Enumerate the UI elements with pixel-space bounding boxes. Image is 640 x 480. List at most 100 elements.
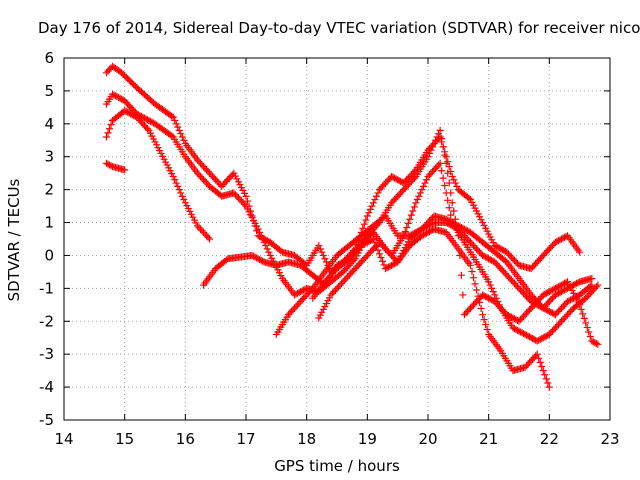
data-point-marker	[362, 216, 370, 224]
plot-frame	[63, 57, 611, 421]
data-point-marker	[589, 286, 597, 294]
data-point-marker	[383, 177, 391, 185]
data-point-marker	[521, 291, 529, 299]
data-point-marker	[412, 228, 420, 236]
data-point-marker	[529, 355, 537, 363]
data-point-marker	[259, 257, 267, 265]
data-point-marker	[586, 282, 594, 290]
data-point-marker	[533, 350, 541, 358]
data-point-marker	[121, 97, 129, 105]
data-point-marker	[445, 179, 453, 187]
data-point-marker	[503, 248, 511, 256]
data-point-marker	[567, 296, 575, 304]
data-point-marker	[442, 159, 450, 167]
data-point-marker	[407, 177, 415, 185]
data-point-marker	[359, 241, 367, 249]
data-point-marker	[410, 229, 418, 237]
data-point-marker	[110, 91, 118, 99]
data-point-marker	[556, 288, 564, 296]
data-point-marker	[239, 199, 247, 207]
data-point-marker	[570, 294, 578, 302]
data-point-marker	[447, 168, 455, 176]
data-point-marker	[448, 199, 456, 207]
data-point-marker	[203, 232, 211, 240]
series-track-f	[272, 212, 596, 338]
data-point-marker	[412, 199, 420, 207]
data-point-marker	[331, 286, 339, 294]
data-point-marker	[491, 242, 499, 250]
data-point-marker	[418, 232, 426, 240]
data-point-marker	[328, 270, 336, 278]
data-point-marker	[200, 228, 208, 236]
data-point-marker	[203, 166, 211, 174]
x-tick-label: 15	[115, 430, 134, 448]
data-point-marker	[265, 248, 273, 256]
data-point-marker	[539, 251, 547, 259]
data-point-marker	[213, 177, 221, 185]
data-point-marker	[307, 286, 315, 294]
data-point-marker	[483, 293, 491, 301]
data-point-marker	[354, 245, 362, 253]
data-point-marker	[424, 219, 432, 227]
data-point-marker	[542, 248, 550, 256]
data-point-marker	[547, 296, 555, 304]
data-point-marker	[174, 182, 182, 190]
data-point-marker	[382, 179, 390, 187]
data-point-marker	[140, 114, 148, 122]
data-point-marker	[591, 284, 599, 292]
data-point-marker	[557, 288, 565, 296]
data-point-marker	[224, 176, 232, 184]
data-point-marker	[433, 133, 441, 141]
data-point-marker	[548, 242, 556, 250]
data-point-marker	[594, 340, 602, 348]
data-point-marker	[562, 233, 570, 241]
data-point-marker	[197, 159, 204, 167]
data-point-marker	[300, 294, 308, 302]
data-point-marker	[201, 230, 209, 238]
data-point-marker	[394, 176, 402, 184]
data-point-marker	[382, 265, 390, 273]
data-point-marker	[388, 199, 396, 207]
data-point-marker	[526, 306, 534, 314]
data-point-marker	[284, 311, 292, 319]
data-point-marker	[125, 109, 133, 117]
data-point-marker	[251, 253, 259, 261]
data-point-marker	[366, 205, 374, 213]
data-point-marker	[460, 311, 468, 319]
x-tick-label: 19	[358, 430, 377, 448]
data-point-marker	[438, 135, 446, 143]
data-point-marker	[301, 293, 309, 301]
data-point-marker	[365, 209, 373, 217]
data-point-marker	[419, 231, 427, 239]
data-point-marker	[567, 283, 575, 291]
data-point-marker	[477, 305, 485, 313]
data-point-marker	[494, 261, 502, 269]
data-point-marker	[532, 296, 540, 304]
data-point-marker	[404, 174, 412, 182]
data-point-marker	[530, 261, 538, 269]
data-point-marker	[344, 263, 352, 271]
data-point-marker	[426, 228, 434, 236]
data-point-marker	[527, 298, 535, 306]
data-point-marker	[357, 242, 365, 250]
data-point-marker	[550, 326, 558, 333]
data-point-marker	[533, 258, 541, 266]
data-point-marker	[177, 130, 185, 138]
data-point-marker	[400, 232, 408, 240]
data-point-marker	[169, 172, 177, 180]
data-point-marker	[479, 311, 487, 319]
data-point-marker	[565, 284, 573, 292]
data-point-marker	[172, 179, 180, 187]
data-point-marker	[130, 112, 138, 120]
data-point-marker	[298, 296, 306, 304]
data-point-marker	[422, 229, 430, 237]
data-point-marker	[336, 281, 344, 289]
data-point-marker	[562, 285, 570, 293]
data-point-marker	[209, 172, 217, 180]
data-point-marker	[198, 161, 206, 169]
data-point-marker	[242, 192, 250, 200]
data-point-marker	[509, 278, 517, 286]
data-point-marker	[391, 174, 399, 182]
data-point-marker	[557, 235, 565, 243]
